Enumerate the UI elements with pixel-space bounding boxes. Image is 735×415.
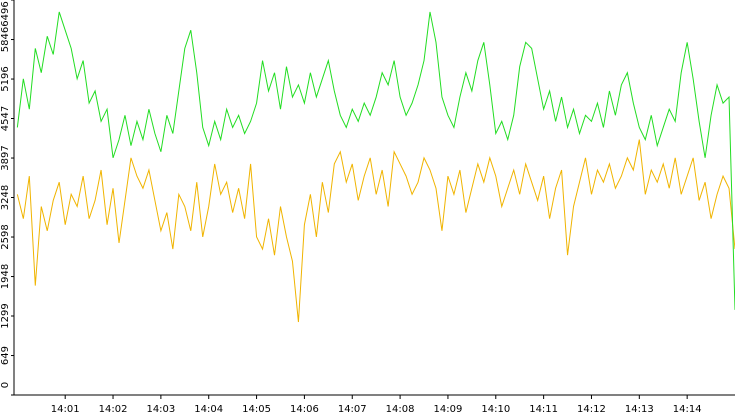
x-tick-label: 14:12 — [577, 404, 606, 415]
y-tick-label: 649 — [0, 346, 11, 365]
y-tick-label: 1948 — [0, 264, 11, 289]
x-tick-label: 14:13 — [625, 404, 654, 415]
series-line — [16, 11, 735, 310]
y-tick-label: 5196 — [0, 66, 11, 91]
x-tick-label: 14:14 — [673, 404, 702, 415]
x-tick-label: 14:06 — [290, 404, 319, 415]
x-tick-label: 14:03 — [146, 404, 175, 415]
y-tick-label: 0 — [0, 382, 11, 388]
y-tick-label: 3248 — [0, 185, 11, 210]
x-tick-label: 14:08 — [386, 404, 415, 415]
y-tick-label: 6496 — [0, 1, 11, 26]
x-tick-label: 14:07 — [338, 404, 367, 415]
y-tick-label: 2598 — [0, 224, 11, 249]
x-tick-label: 14:11 — [529, 404, 558, 415]
x-tick-label: 14:05 — [242, 404, 271, 415]
x-tick-label: 14:09 — [434, 404, 463, 415]
x-tick-label: 14:02 — [99, 404, 128, 415]
y-tick-label: 5846 — [0, 27, 11, 52]
y-tick-label: 3897 — [0, 145, 11, 170]
y-tick-label: 4547 — [0, 106, 11, 131]
y-tick-label: 1299 — [0, 303, 11, 328]
x-tick-label: 14:10 — [481, 404, 510, 415]
x-tick-label: 14:04 — [194, 404, 223, 415]
x-tick-label: 14:01 — [51, 404, 80, 415]
series-line — [16, 139, 735, 323]
